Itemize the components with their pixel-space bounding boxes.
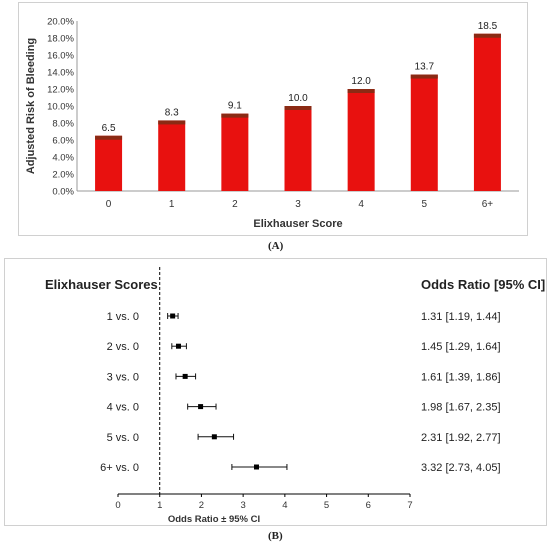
y-tick-label: 0.0% <box>52 187 74 198</box>
data-label: 9.1 <box>228 101 242 112</box>
data-label: 12.0 <box>351 76 371 87</box>
x-tick-label: 7 <box>407 500 412 511</box>
bar <box>473 33 501 191</box>
y-axis-title: Adjusted Risk of Bleeding <box>25 38 37 174</box>
bar <box>95 135 123 191</box>
x-tick-label: 6+ <box>482 199 494 210</box>
odds-ratio-value: 3.32 [2.73, 4.05] <box>421 462 501 474</box>
odds-ratio-value: 1.98 [1.67, 2.35] <box>421 402 501 414</box>
x-tick-label: 0 <box>115 500 120 511</box>
data-label: 10.0 <box>288 93 308 104</box>
point-estimate <box>175 343 181 349</box>
y-tick-label: 18.0% <box>47 34 74 45</box>
row-label: 6+ vs. 0 <box>100 462 139 474</box>
odds-ratio-value: 1.61 [1.39, 1.86] <box>421 371 501 383</box>
point-estimate <box>198 404 204 410</box>
data-label: 6.5 <box>102 123 116 134</box>
value-header: Odds Ratio [95% CI] <box>421 277 545 292</box>
x-tick-label: 6 <box>366 500 371 511</box>
bar-top-edge <box>347 89 375 93</box>
bar-top-edge <box>410 74 438 79</box>
bar-top-edge <box>158 120 186 125</box>
bar <box>221 113 249 191</box>
row-label: 4 vs. 0 <box>107 402 139 414</box>
x-axis-title: Elixhauser Score <box>253 218 342 230</box>
bar-top-edge <box>284 106 312 110</box>
bar <box>158 120 186 191</box>
data-label: 18.5 <box>478 21 498 32</box>
row-label: 5 vs. 0 <box>107 432 139 444</box>
x-tick-label: 3 <box>240 500 245 511</box>
panel-b-label: (B) <box>268 530 283 542</box>
y-tick-label: 10.0% <box>47 102 74 113</box>
x-tick-label: 2 <box>232 199 238 210</box>
point-estimate <box>182 373 188 379</box>
x-tick-label: 5 <box>422 199 428 210</box>
x-tick-label: 2 <box>199 500 204 511</box>
x-tick-label: 3 <box>295 199 301 210</box>
y-tick-label: 8.0% <box>52 119 74 130</box>
bar-top-edge <box>473 33 501 38</box>
y-tick-label: 2.0% <box>52 170 74 181</box>
row-label: 2 vs. 0 <box>107 341 139 353</box>
odds-ratio-value: 2.31 [1.92, 2.77] <box>421 432 501 444</box>
panel-b: Elixhauser Scores Odds Ratio [95% CI] 1 vs… <box>4 258 547 526</box>
bar <box>347 89 375 191</box>
point-estimate <box>170 313 176 319</box>
x-tick-label: 4 <box>358 199 364 210</box>
data-label: 8.3 <box>165 107 179 118</box>
point-estimate <box>253 464 259 470</box>
x-tick-label: 4 <box>282 500 287 511</box>
bar-top-edge <box>95 135 123 140</box>
y-tick-label: 6.0% <box>52 136 74 147</box>
data-label: 13.7 <box>415 62 435 73</box>
odds-ratio-value: 1.31 [1.19, 1.44] <box>421 311 501 323</box>
point-estimate <box>211 434 217 440</box>
y-tick-label: 14.0% <box>47 68 74 79</box>
x-tick-label: 0 <box>106 199 112 210</box>
x-axis-title: Odds Ratio ± 95% CI <box>168 514 260 525</box>
row-label: 1 vs. 0 <box>107 311 139 323</box>
row-header: Elixhauser Scores <box>45 277 158 292</box>
row-label: 3 vs. 0 <box>107 371 139 383</box>
panel-a: 0.0% 2.0% 4.0% 6.0% 8.0% 10.0% 12.0% 14.0% 16.0%… <box>18 2 528 236</box>
bar <box>410 74 438 191</box>
x-tick-label: 1 <box>169 199 175 210</box>
x-tick-label: 5 <box>324 500 329 511</box>
panel-a-label: (A) <box>268 240 284 252</box>
y-tick-label: 4.0% <box>52 153 74 164</box>
bar <box>284 106 312 191</box>
y-tick-label: 12.0% <box>47 85 74 96</box>
bar-top-edge <box>221 113 249 118</box>
bar-chart: 0.0% 2.0% 4.0% 6.0% 8.0% 10.0% 12.0% 14.0% 16.0%… <box>25 17 519 230</box>
y-tick-label: 16.0% <box>47 51 74 62</box>
odds-ratio-value: 1.45 [1.29, 1.64] <box>421 341 501 353</box>
y-tick-label: 20.0% <box>47 17 74 28</box>
x-tick-label: 1 <box>157 500 162 511</box>
forest-plot: Elixhauser Scores Odds Ratio [95% CI] 1 vs… <box>45 267 545 525</box>
